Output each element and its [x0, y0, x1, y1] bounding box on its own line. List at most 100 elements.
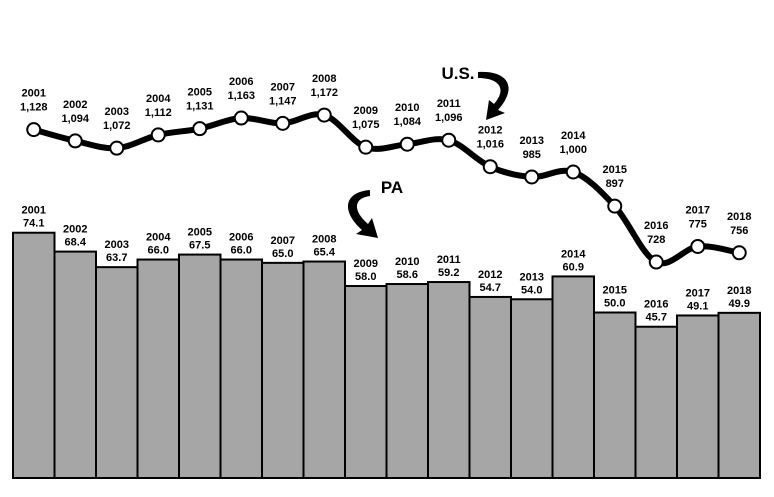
bar [593, 311, 637, 479]
value-label: 1,112 [145, 107, 172, 119]
line-layer [26, 107, 747, 270]
category-label: 2005 [188, 87, 212, 99]
category-label: 2015 [603, 164, 627, 176]
value-label: 67.5 [189, 240, 210, 252]
bar [427, 281, 471, 479]
bar [12, 231, 56, 479]
value-label: 65.0 [272, 248, 293, 260]
category-label: 2004 [146, 93, 171, 105]
value-label: 1,163 [227, 90, 255, 102]
value-label: 1,096 [435, 112, 463, 124]
point [109, 140, 125, 156]
value-label: 63.7 [106, 252, 127, 264]
category-label: 2001 [22, 88, 46, 100]
value-label: 1,016 [476, 139, 504, 151]
category-label: 2003 [105, 106, 129, 118]
category-label: 2002 [63, 99, 87, 111]
value-label: 65.4 [314, 247, 336, 259]
value-label: 68.4 [65, 237, 87, 249]
value-label: 775 [689, 218, 707, 230]
bar [95, 266, 139, 480]
value-label: 66.0 [148, 245, 169, 257]
category-label: 2011 [437, 98, 461, 110]
value-label: 728 [647, 234, 665, 246]
category-label: 2007 [271, 81, 295, 93]
point [275, 115, 291, 131]
category-label: 2002 [63, 224, 87, 236]
value-label: 50.0 [604, 298, 625, 310]
category-label: 2013 [520, 135, 544, 147]
category-label: 2012 [478, 269, 502, 281]
value-label: 756 [730, 225, 748, 237]
value-label: 1,172 [310, 87, 338, 99]
bar [510, 298, 554, 480]
bar [53, 250, 97, 479]
series-label: PA [381, 178, 403, 197]
bar [551, 275, 595, 479]
arrow [348, 190, 378, 238]
bar [385, 283, 429, 479]
value-label: 1,000 [559, 144, 587, 156]
category-label: 2017 [686, 287, 710, 299]
category-label: 2014 [561, 248, 586, 260]
category-label: 2007 [271, 235, 295, 247]
category-label: 2013 [520, 271, 544, 283]
value-label: 66.0 [231, 245, 252, 257]
category-label: 2009 [354, 105, 378, 117]
bar [634, 325, 678, 479]
value-label: 1,075 [352, 119, 380, 131]
bar [302, 260, 346, 479]
bar-layer [12, 231, 761, 480]
value-label: 54.7 [480, 282, 501, 294]
value-label: 49.1 [687, 300, 708, 312]
point [399, 136, 415, 152]
point [150, 127, 166, 143]
point [607, 198, 623, 214]
label-layer: 2001 1,128 2002 1,094 2003 1,072 2004 1,112 2005… [20, 73, 752, 324]
point [524, 169, 540, 185]
value-label: 985 [523, 149, 541, 161]
bar [468, 295, 512, 479]
value-label: 49.9 [729, 298, 750, 310]
bar [136, 258, 180, 480]
bar [344, 285, 388, 479]
category-label: 2017 [686, 204, 710, 216]
point [358, 139, 374, 155]
category-label: 2009 [354, 258, 378, 270]
point [690, 238, 706, 254]
category-label: 2018 [727, 285, 751, 297]
value-label: 1,131 [186, 101, 214, 113]
category-label: 2015 [603, 285, 627, 297]
point [192, 121, 208, 137]
value-label: 59.2 [438, 267, 459, 279]
bar [219, 258, 263, 480]
category-label: 2010 [395, 256, 419, 268]
point [316, 107, 332, 123]
category-label: 2006 [229, 232, 253, 244]
category-label: 2008 [312, 234, 336, 246]
category-label: 2005 [188, 227, 212, 239]
value-label: 1,084 [393, 116, 421, 128]
value-label: 58.6 [397, 269, 418, 281]
bar [717, 311, 761, 479]
value-label: 897 [606, 178, 624, 190]
category-label: 2014 [561, 130, 586, 142]
value-label: 45.7 [646, 312, 667, 324]
category-label: 2016 [644, 220, 668, 232]
value-label: 1,094 [61, 113, 89, 125]
value-label: 54.0 [521, 284, 542, 296]
point [67, 133, 83, 149]
category-label: 2011 [437, 254, 461, 266]
value-label: 74.1 [23, 218, 44, 230]
bar [261, 261, 305, 479]
arrow [478, 71, 509, 120]
value-label: 1,072 [103, 120, 131, 132]
category-label: 2018 [727, 211, 751, 223]
value-label: 1,128 [20, 102, 48, 114]
point [482, 159, 498, 175]
category-label: 2001 [22, 205, 46, 217]
value-label: 60.9 [563, 261, 584, 273]
category-label: 2004 [146, 232, 171, 244]
category-label: 2016 [644, 299, 668, 311]
